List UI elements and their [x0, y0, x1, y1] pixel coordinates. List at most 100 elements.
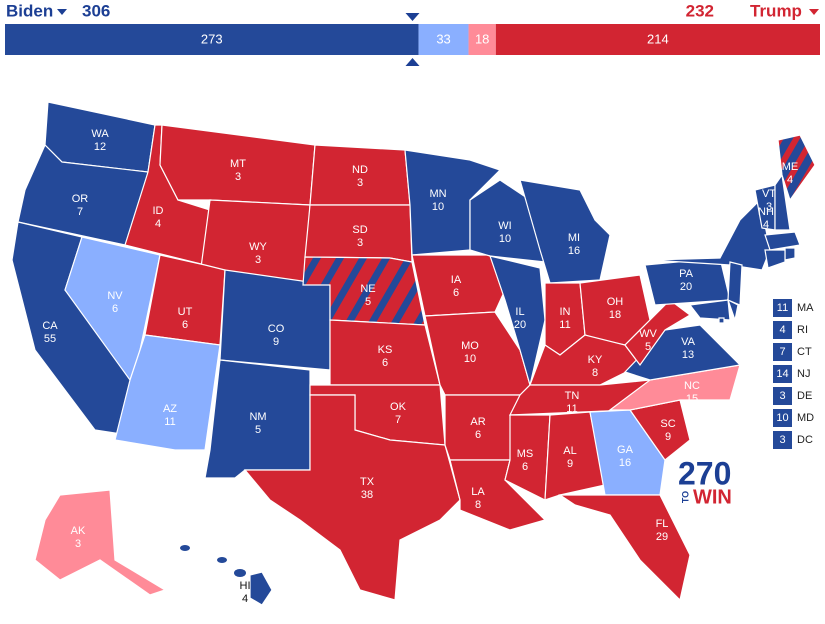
callout-abbr: NJ [797, 368, 810, 380]
state[interactable] [529, 334, 641, 386]
state-abbr: MS [517, 448, 534, 460]
state-abbr: VA [681, 336, 696, 348]
state[interactable] [411, 254, 506, 317]
state[interactable] [519, 179, 611, 284]
state-votes: 7 [77, 206, 83, 218]
callout-box[interactable] [773, 365, 792, 383]
state[interactable] [144, 254, 226, 346]
state[interactable] [558, 494, 691, 602]
callout-box[interactable] [773, 299, 792, 317]
state[interactable] [777, 134, 816, 202]
state-abbr: IN [560, 306, 571, 318]
state-votes: 6 [182, 319, 188, 331]
state-abbr: MI [568, 232, 580, 244]
state-votes: 3 [235, 171, 241, 183]
dropdown-arrow[interactable] [809, 9, 819, 15]
callout-abbr: DC [797, 434, 813, 446]
callout-abbr: DE [797, 390, 812, 402]
marker [405, 58, 420, 66]
state[interactable] [784, 247, 796, 261]
state-abbr: ND [352, 164, 368, 176]
bar-label: 18 [475, 31, 489, 46]
right-candidate[interactable]: Trump [750, 1, 802, 20]
state-votes: 29 [709, 233, 721, 245]
callout-votes: 3 [779, 390, 785, 402]
callout-abbr: RI [797, 324, 808, 336]
state-abbr: CO [268, 323, 285, 335]
state-abbr: AK [71, 525, 86, 537]
state[interactable] [544, 411, 606, 501]
callout-box[interactable] [773, 343, 792, 361]
state-abbr: NV [107, 290, 123, 302]
state-votes: 4 [787, 174, 793, 186]
callout-box[interactable] [773, 431, 792, 449]
state[interactable] [774, 173, 791, 231]
bar-label: 214 [647, 31, 669, 46]
state[interactable] [764, 249, 786, 269]
state-votes: 5 [255, 424, 261, 436]
state[interactable] [688, 299, 731, 321]
state-votes: 6 [453, 287, 459, 299]
state-abbr: AL [563, 445, 576, 457]
bar-segment [468, 24, 496, 55]
state-abbr: NH [758, 206, 774, 218]
state[interactable] [249, 571, 273, 606]
left-candidate[interactable]: Biden [6, 1, 53, 20]
callout-box[interactable] [773, 409, 792, 427]
bar-segment [418, 24, 469, 55]
state[interactable] [726, 298, 739, 323]
state-votes: 8 [592, 367, 598, 379]
state-abbr: LA [471, 486, 485, 498]
map: WA12OR7CA55NV6ID4MT3WY3UT6AZ11CO9NM5ND3S… [11, 101, 816, 606]
state-votes: 9 [273, 336, 279, 348]
state-votes: 20 [514, 319, 526, 331]
state-votes: 13 [682, 349, 694, 361]
state[interactable] [718, 317, 725, 324]
state-abbr: KY [588, 354, 603, 366]
bar-label: 33 [436, 31, 450, 46]
logo-word: WIN [693, 486, 732, 508]
state-abbr: NE [360, 283, 375, 295]
state-votes: 38 [361, 489, 373, 501]
state-votes: 11 [559, 319, 570, 331]
state[interactable] [504, 414, 551, 501]
callout-box[interactable] [773, 387, 792, 405]
state[interactable] [243, 394, 461, 601]
state-abbr: TN [565, 390, 580, 402]
state-votes: 10 [432, 201, 444, 213]
state[interactable] [114, 334, 221, 451]
small-state-callouts: 11 MA 4 RI 7 CT 14 NJ 3 DE 10 MD 3 DC [773, 299, 814, 449]
dropdown-arrow[interactable] [57, 9, 67, 15]
island [180, 545, 190, 551]
state-votes: 10 [499, 233, 511, 245]
state-abbr: ME [782, 161, 799, 173]
state-abbr: AR [470, 416, 485, 428]
callout-box[interactable] [773, 321, 792, 339]
state-votes: 3 [357, 177, 363, 189]
state-abbr: CA [42, 320, 58, 332]
callout-votes: 11 [777, 302, 788, 314]
state[interactable] [34, 489, 167, 596]
state-votes: 12 [94, 141, 106, 153]
state-abbr: MO [461, 340, 479, 352]
logo-small: TO [680, 491, 690, 503]
state-abbr: SD [352, 224, 367, 236]
state-votes: 55 [44, 333, 56, 345]
bar-label: 273 [201, 31, 223, 46]
callout-abbr: MD [797, 412, 814, 424]
state-votes: 10 [464, 353, 476, 365]
state[interactable] [624, 299, 692, 367]
island [234, 569, 246, 577]
callout-votes: 7 [779, 346, 785, 358]
state-abbr: GA [617, 444, 634, 456]
state-abbr: FL [656, 518, 669, 530]
state[interactable] [764, 231, 801, 251]
state-abbr: PA [679, 268, 694, 280]
state-abbr: WY [249, 241, 267, 253]
callout-abbr: MA [797, 302, 814, 314]
state-abbr: NC [684, 380, 700, 392]
state-votes: 18 [609, 309, 621, 321]
callout-votes: 4 [779, 324, 785, 336]
state[interactable] [727, 261, 743, 306]
